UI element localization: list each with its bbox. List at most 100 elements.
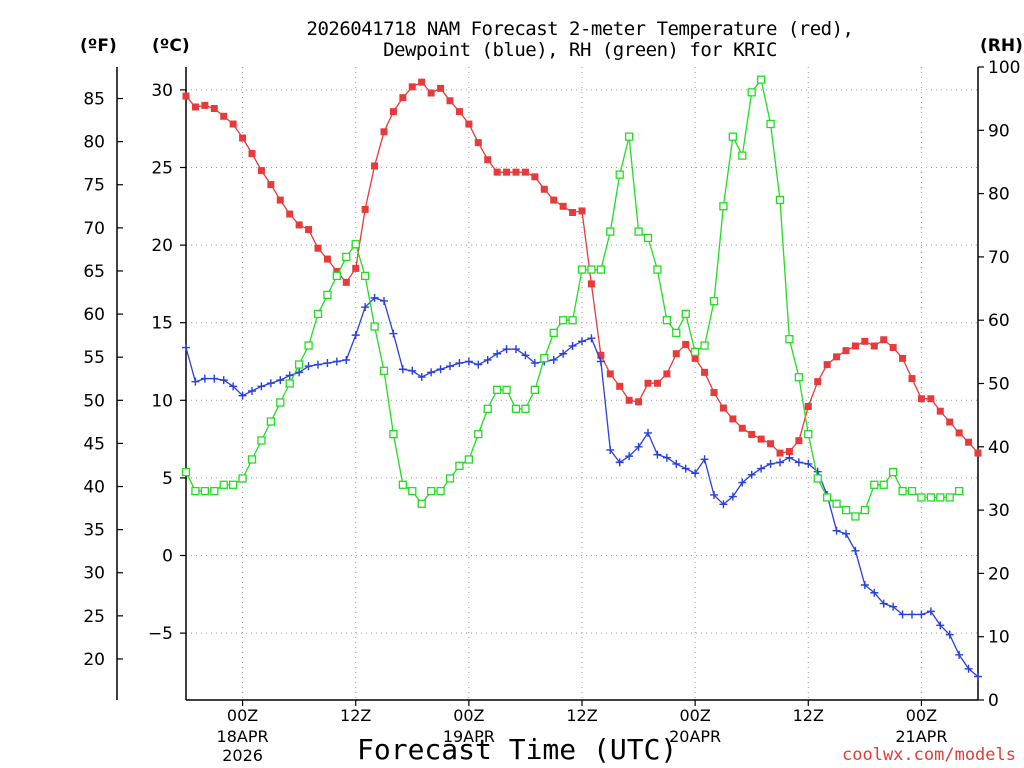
dewpoint-point (276, 376, 285, 385)
dewpoint-point (870, 588, 879, 597)
dewpoint-point (530, 359, 539, 368)
rh-point (530, 385, 540, 394)
dewpoint-point (691, 469, 700, 478)
rh-point (794, 373, 804, 382)
rh-point (898, 486, 907, 496)
temperature-point (342, 278, 350, 286)
dewpoint-point (210, 374, 219, 383)
time-tick-label: 12Z (566, 706, 597, 725)
temperature-point (521, 168, 529, 176)
temperature-point (729, 415, 737, 423)
rh-point (257, 436, 266, 445)
rh-point (549, 328, 558, 338)
dewpoint-point (314, 360, 322, 369)
temperature-point (917, 395, 925, 403)
rh-tick-label: 20 (988, 564, 1010, 584)
rh-point (417, 499, 426, 508)
rh-point (936, 493, 945, 502)
dewpoint-point (408, 366, 417, 375)
dewpoint-point (549, 355, 558, 364)
dewpoint-point (200, 374, 209, 383)
temperature-point (229, 120, 237, 128)
dewpoint-point (634, 442, 643, 451)
rh-point (804, 429, 813, 439)
rh-tick-label: 80 (988, 185, 1010, 205)
rh-point (926, 493, 936, 502)
dewpoint-point (398, 365, 407, 374)
rh-point (370, 322, 379, 331)
dewpoint-point (851, 546, 860, 555)
dewpoint-point (229, 382, 238, 391)
temperature-point (493, 168, 501, 176)
temperature-point (955, 429, 963, 437)
dewpoint-point (342, 355, 351, 364)
temperature-point (757, 435, 765, 443)
dewpoint-point (361, 303, 370, 312)
dewpoint-point (464, 357, 473, 366)
temperature-point (399, 94, 407, 102)
year-label: 2026 (222, 746, 263, 765)
temperature-point (569, 209, 577, 217)
fahrenheit-tick-label: 75 (83, 176, 105, 196)
temperature-point (738, 424, 746, 432)
rh-axis-label: (RH) (980, 36, 1023, 56)
dewpoint-point (860, 580, 869, 589)
series-2-meter-temperature (182, 78, 982, 457)
celsius-tick-label: 10 (151, 391, 173, 411)
dewpoint-point (446, 362, 454, 371)
rh-point (690, 347, 700, 357)
fahrenheit-tick-label: 85 (83, 90, 105, 110)
rh-point (436, 486, 445, 496)
temperature-point (691, 354, 699, 362)
rh-point (464, 455, 474, 464)
temperature-point (748, 430, 756, 438)
dewpoint-point (455, 359, 464, 368)
temperature-point (701, 368, 709, 376)
rh-point (577, 265, 587, 274)
rh-point (634, 227, 643, 236)
rh-point (521, 404, 530, 413)
dewpoint-point (945, 630, 954, 639)
rh-point (276, 398, 285, 407)
dewpoint-point (578, 337, 586, 346)
rh-point (304, 341, 313, 350)
temperature-point (653, 379, 661, 387)
dewpoint-point (606, 445, 615, 454)
temperature-point (333, 267, 341, 275)
dewpoint-point (747, 470, 756, 479)
temperature-point (804, 403, 812, 411)
temperature-point (889, 344, 897, 352)
dewpoint-point (662, 453, 671, 462)
rh-point (775, 195, 785, 205)
temperature-point (455, 108, 463, 116)
temperature-point (974, 449, 982, 457)
temperature-point (305, 226, 313, 234)
dewpoint-point (889, 602, 898, 611)
dewpoint-point (842, 529, 850, 538)
dewpoint-point (710, 490, 718, 499)
source-credit: coolwx.com/models (842, 745, 1016, 765)
dewpoint-point (936, 621, 945, 630)
dewpoint-point (700, 455, 709, 464)
temperature-point (257, 167, 265, 175)
series-line (185, 78, 960, 518)
fahrenheit-tick-label: 25 (83, 607, 105, 627)
rh-point (954, 486, 964, 496)
rh-point (558, 316, 568, 325)
temperature-point (965, 438, 973, 446)
rh-point (294, 360, 304, 369)
rh-point (756, 75, 766, 84)
temperature-point (672, 350, 680, 358)
rh-point (266, 417, 276, 426)
dewpoint-point (502, 345, 511, 354)
rh-point (945, 493, 954, 502)
temperature-point (550, 196, 558, 204)
fahrenheit-axis-label: (ºF) (80, 36, 117, 56)
temperature-point (531, 173, 539, 181)
temperature-point (870, 342, 878, 350)
dewpoint-point (832, 526, 841, 535)
rh-point (285, 379, 294, 388)
temperature-point (239, 134, 247, 142)
temperature-point (437, 84, 445, 92)
